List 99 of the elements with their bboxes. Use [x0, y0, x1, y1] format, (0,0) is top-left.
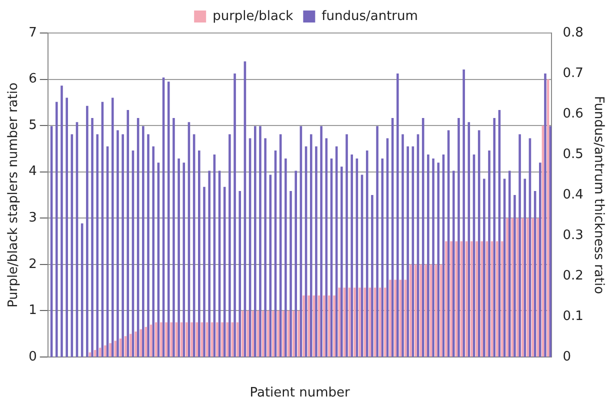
- y2-tick-label: 0.2: [562, 268, 584, 284]
- bar: [302, 295, 305, 356]
- bar: [252, 310, 254, 356]
- bar: [376, 126, 378, 357]
- y2-tick-label: 0.4: [562, 187, 584, 202]
- bar: [167, 82, 170, 357]
- bar: [427, 154, 430, 357]
- y-tick-label: 7: [28, 25, 37, 40]
- bar: [320, 126, 322, 357]
- bar: [60, 86, 63, 357]
- bar: [381, 158, 384, 357]
- bar: [310, 134, 312, 357]
- bar: [242, 310, 244, 356]
- bar: [333, 295, 336, 356]
- bar: [104, 345, 106, 356]
- bar: [396, 74, 399, 357]
- bar: [56, 102, 58, 357]
- bar: [350, 154, 353, 357]
- bar: [109, 343, 112, 356]
- y2-tick-label: 0.7: [562, 66, 584, 81]
- bar: [122, 134, 124, 357]
- y2-tick-label: 0.8: [562, 25, 584, 40]
- bar: [272, 310, 274, 356]
- bar: [66, 98, 68, 357]
- bar: [216, 322, 218, 356]
- y-tick-label: 3: [28, 210, 37, 226]
- bar: [315, 146, 318, 357]
- bar: [134, 332, 137, 356]
- y2-tick-label: 0.5: [562, 146, 584, 162]
- bar: [328, 295, 330, 356]
- bar: [246, 310, 249, 356]
- bar: [208, 170, 210, 357]
- legend-label: purple/black: [212, 8, 294, 24]
- legend-label: fundus/antrum: [322, 8, 418, 24]
- bar: [190, 322, 193, 356]
- bar: [290, 190, 292, 357]
- bar: [340, 166, 343, 357]
- y-axis-title: Purple/black staplers number ratio: [6, 82, 22, 308]
- bar: [96, 134, 99, 357]
- bar: [284, 158, 287, 357]
- bar: [124, 336, 127, 356]
- y2-tick-label: 0.6: [562, 106, 584, 122]
- y-tick-label: 5: [28, 118, 37, 133]
- y2-tick-label: 0: [562, 349, 572, 364]
- y2-axis-title: Fundus/antrum thickness ratio: [590, 96, 606, 294]
- y-tick-label: 6: [28, 72, 37, 87]
- bar: [155, 322, 158, 356]
- bar: [221, 322, 224, 356]
- bar: [282, 310, 285, 356]
- bar: [165, 322, 168, 356]
- bar: [210, 322, 214, 356]
- bar: [458, 118, 460, 357]
- bar: [266, 310, 270, 356]
- bar: [203, 186, 206, 357]
- bar: [406, 146, 409, 357]
- y-tick-label: 2: [28, 256, 37, 272]
- bar: [394, 280, 396, 356]
- bar: [234, 74, 236, 357]
- bar: [140, 329, 142, 356]
- bar: [130, 334, 132, 356]
- bar: [462, 69, 465, 357]
- bar: [366, 150, 368, 357]
- bar: [254, 126, 256, 357]
- bar: [259, 126, 262, 357]
- y2-tick-label: 0.3: [562, 228, 584, 243]
- bar: [437, 162, 440, 357]
- bar: [160, 322, 162, 356]
- y2-tick-label: 0.1: [562, 308, 584, 324]
- y-tick-label: 4: [28, 164, 37, 180]
- bar: [298, 310, 300, 356]
- bar: [228, 134, 231, 357]
- bar: [147, 134, 150, 357]
- bar: [277, 310, 280, 356]
- bar: [186, 322, 188, 356]
- bar: [91, 118, 94, 357]
- x-axis-title: Patient number: [250, 386, 351, 401]
- bar: [371, 195, 374, 357]
- bar: [99, 348, 102, 356]
- bar: [308, 295, 310, 356]
- bar: [142, 126, 144, 357]
- bar: [325, 138, 328, 357]
- y-tick-label: 1: [28, 303, 37, 318]
- bar: [178, 158, 180, 357]
- bar: [172, 118, 175, 357]
- bar: [402, 134, 404, 357]
- bar: [152, 146, 154, 357]
- bar: [493, 118, 496, 357]
- bar: [264, 138, 266, 357]
- bar: [196, 322, 198, 356]
- bar: [294, 170, 297, 357]
- bar: [198, 150, 200, 357]
- bar: [346, 134, 348, 357]
- bar: [116, 130, 119, 357]
- bar: [86, 106, 88, 357]
- bar: [238, 190, 242, 357]
- y-tick-label: 0: [28, 349, 37, 364]
- bar: [432, 158, 434, 357]
- bar: [182, 162, 186, 357]
- bar: [111, 98, 114, 357]
